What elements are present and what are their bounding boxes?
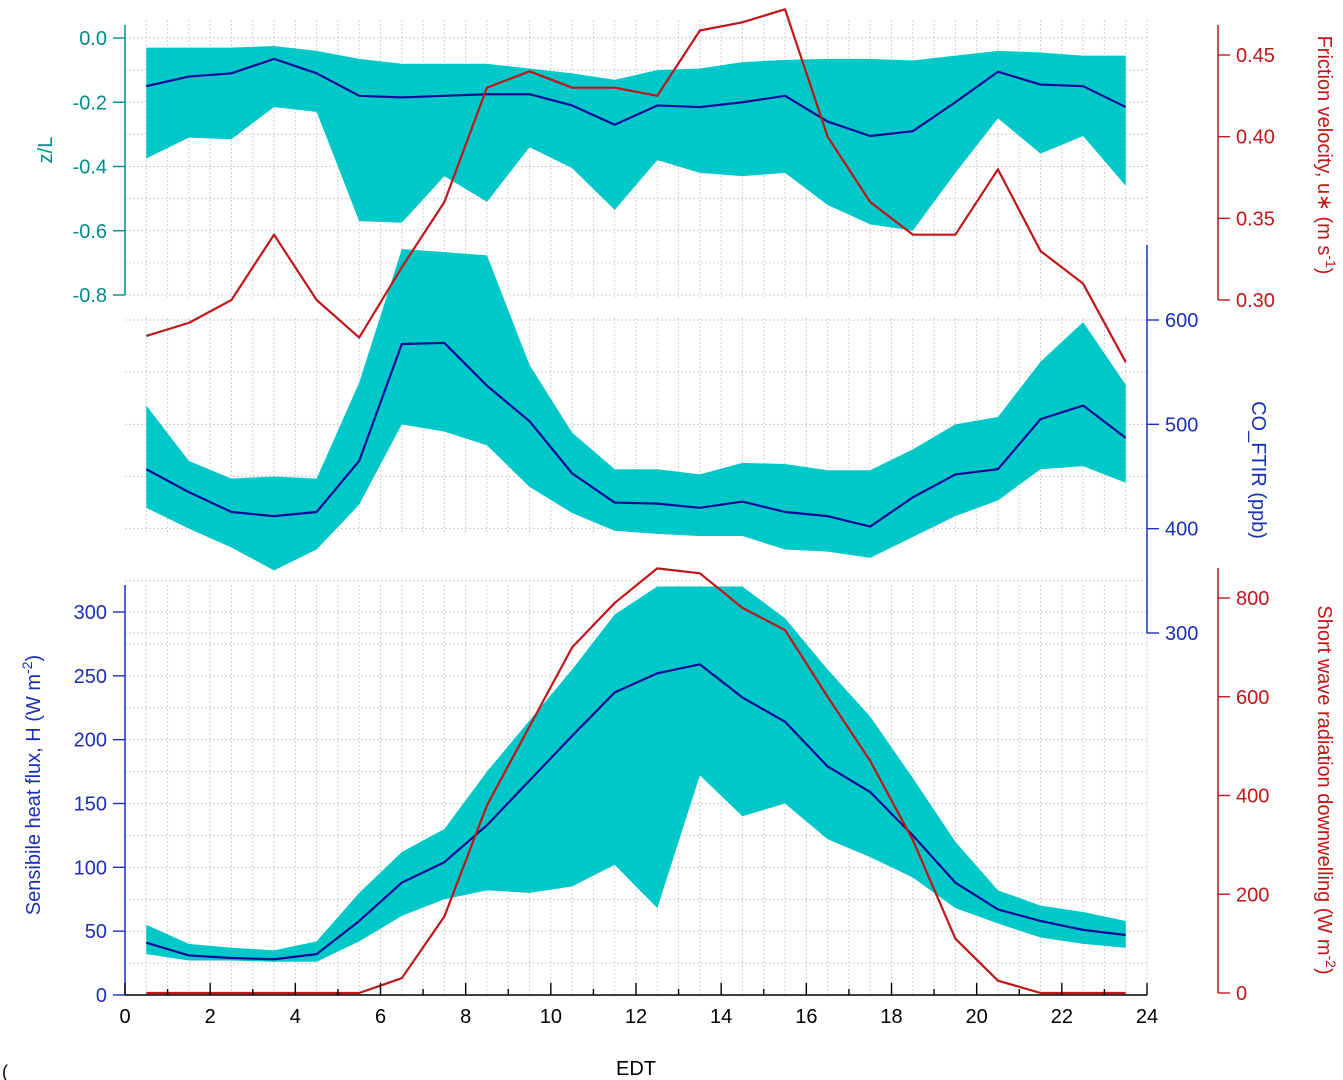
co_panel-series-0-line	[145, 341, 1127, 528]
co_panel-right-tick-label: 400	[1165, 519, 1198, 541]
h_panel-series-1-line	[146, 567, 1126, 995]
co-ftir-axis-title: CO_FTIR (ppb)	[1247, 401, 1269, 539]
h_panel-right-tick-label: 200	[1236, 884, 1269, 906]
x-tick-label: 20	[966, 1006, 988, 1028]
zl_panel-right-tick-label: 0.30	[1236, 290, 1275, 312]
h_panel-left-tick-label: 100	[74, 857, 107, 879]
co_panel-range-band	[146, 249, 1126, 571]
h_panel-left-tick-label: 200	[74, 730, 107, 752]
zl_panel-left-tick-label: 0.0	[79, 28, 107, 50]
x-tick-label: 12	[625, 1006, 647, 1028]
co_panel-right-tick-label: 600	[1165, 310, 1198, 332]
h_panel-left-tick-label: 0	[96, 985, 107, 1007]
h_panel-left-tick-label: 250	[74, 666, 107, 688]
stray-glyph: (	[2, 1062, 8, 1080]
zl_panel-series-1-line	[145, 8, 1127, 363]
zl_panel-right-tick-label: 0.40	[1236, 127, 1275, 149]
zl_panel-right-tick-label: 0.45	[1236, 45, 1275, 67]
zl-left-axis-title: z/L	[35, 137, 57, 164]
h_panel-left-tick-label: 50	[85, 921, 107, 943]
x-tick-label: 14	[710, 1006, 732, 1028]
h_panel-right-tick-label: 400	[1236, 786, 1269, 808]
line-layer	[145, 8, 1127, 995]
shortwave-axis-title: Short wave radiation downwelling (W m-2)	[1313, 605, 1339, 974]
zl_panel-series-0-line	[146, 57, 1127, 138]
x-tick-label: 22	[1051, 1006, 1073, 1028]
h_panel-series-0-line	[145, 663, 1126, 961]
x-tick-label: 10	[540, 1006, 562, 1028]
x-tick-label: 0	[119, 1006, 130, 1028]
h_panel-range-band	[146, 586, 1126, 962]
x-tick-label: 6	[375, 1006, 386, 1028]
zl_panel-right-tick-label: 0.35	[1236, 208, 1275, 230]
x-tick-label: 18	[880, 1006, 902, 1028]
x-axis-title: EDT	[616, 1058, 656, 1080]
h_panel-right-tick-label: 800	[1236, 588, 1269, 610]
co_panel-right-tick-label: 300	[1165, 623, 1198, 645]
heat-flux-axis-title: Sensibile heat flux, H (W m-2)	[19, 655, 45, 915]
zl_panel-left-tick-label: -0.4	[73, 157, 107, 179]
h_panel-right-tick-label: 600	[1236, 687, 1269, 709]
x-tick-label: 2	[205, 1006, 216, 1028]
x-tick-label: 24	[1136, 1006, 1158, 1028]
zl_panel-left-tick-label: -0.6	[73, 221, 107, 243]
x-tick-label: 16	[795, 1006, 817, 1028]
axis-layer: 0.0-0.2-0.4-0.6-0.8 0.300.350.400.4530040…	[19, 25, 1339, 1080]
h_panel-left-tick-label: 300	[74, 602, 107, 624]
h_panel-left-tick-label: 150	[74, 794, 107, 816]
friction-velocity-axis-title: Friction velocity, u∗ (m s-1)	[1313, 36, 1339, 275]
x-tick-label: 4	[290, 1006, 301, 1028]
co_panel-right-tick-label: 500	[1165, 414, 1198, 436]
zl_panel-range-band	[146, 46, 1126, 231]
band-layer	[146, 46, 1126, 962]
zl_panel-left-tick-label: -0.8	[73, 285, 107, 307]
h_panel-right-tick-label: 0	[1236, 983, 1247, 1005]
zl_panel-left-tick-label: -0.2	[73, 92, 107, 114]
x-tick-label: 8	[460, 1006, 471, 1028]
